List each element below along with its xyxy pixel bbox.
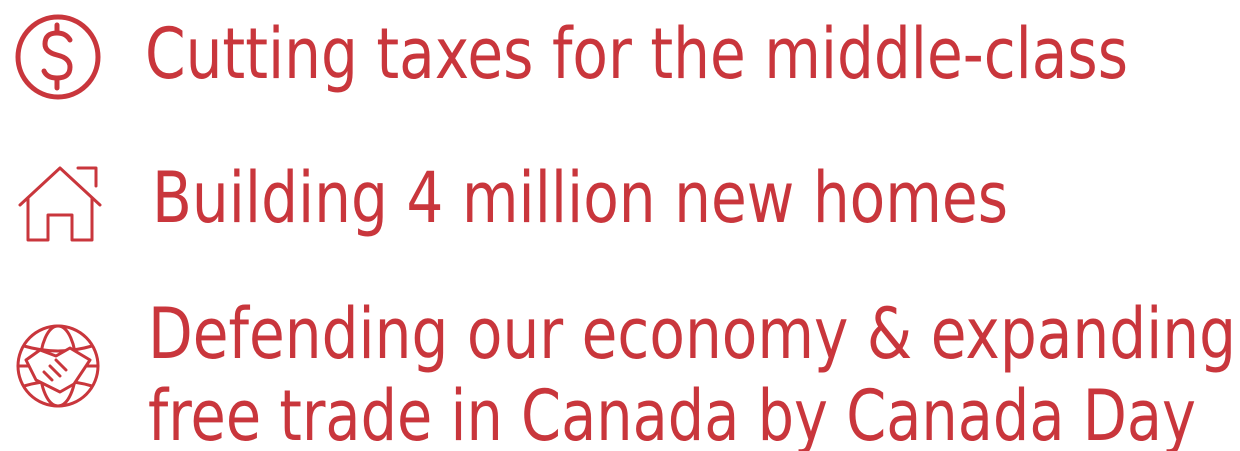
house-icon [18,166,102,242]
dollar-icon [15,14,101,100]
item-text: Cutting taxes for the middle-class [145,13,1128,95]
trade-globe-icon [16,324,100,408]
item-text: Building 4 million new homes [152,157,1008,239]
item-text: Defending our economy & expanding [148,293,1236,375]
item-text: free trade in Canada by Canada Day [148,375,1196,451]
